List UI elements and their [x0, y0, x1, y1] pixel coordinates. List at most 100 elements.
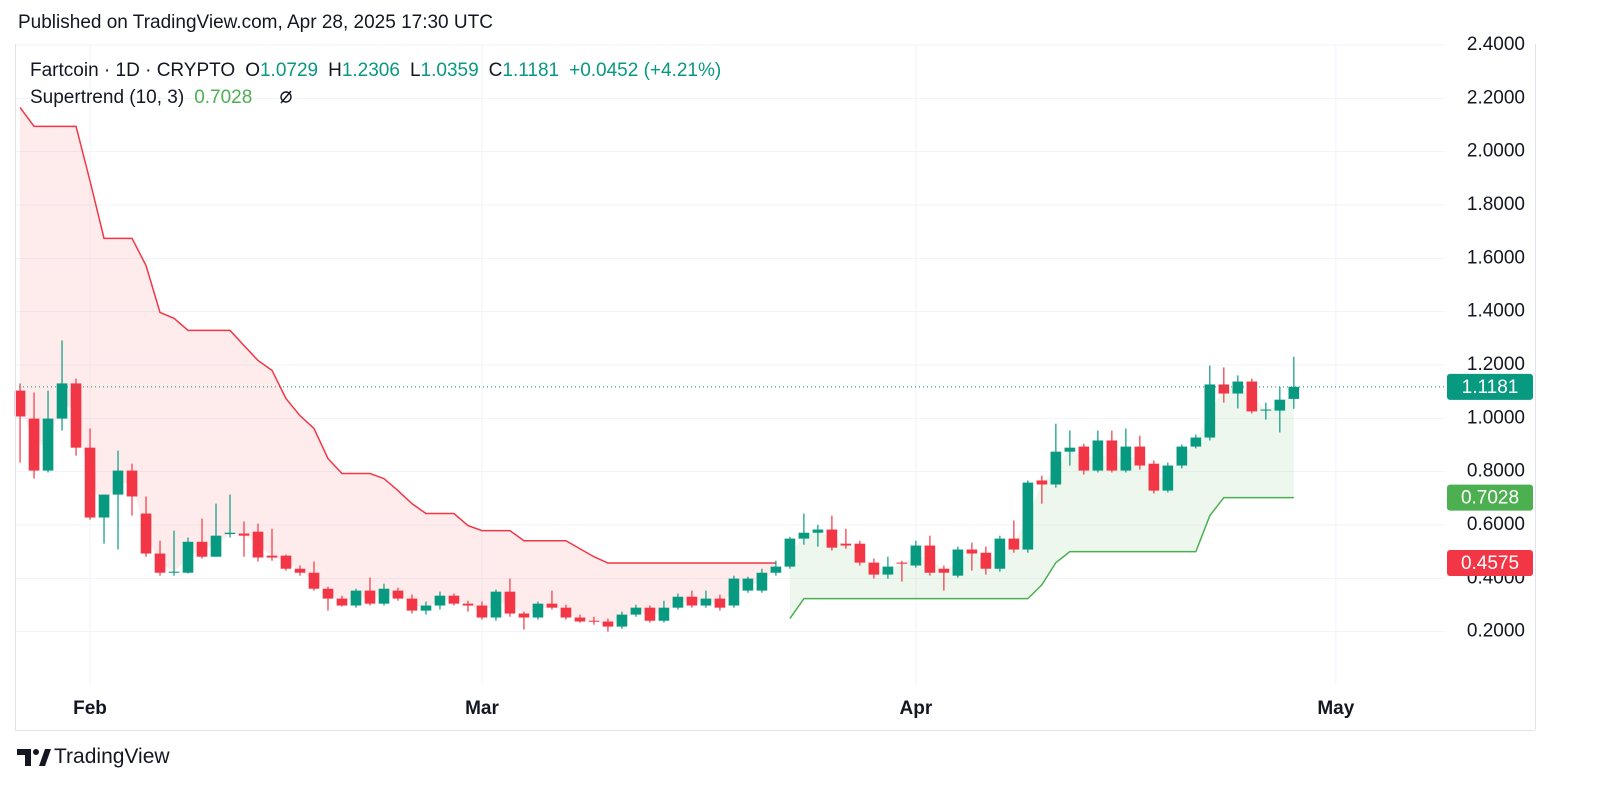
- candle-body: [938, 568, 950, 573]
- y-tick-label: 2.4000: [1467, 34, 1525, 55]
- candle-body: [574, 617, 586, 622]
- candle-body: [364, 590, 376, 604]
- candle-body: [56, 383, 68, 419]
- x-tick-label: Apr: [900, 698, 933, 719]
- candle-body: [1260, 409, 1272, 411]
- supertrend-line: [789, 496, 1294, 620]
- ohlc-key: O: [245, 60, 260, 81]
- candle-body: [798, 532, 810, 539]
- candle-body: [1148, 463, 1160, 491]
- left-border: [15, 44, 16, 730]
- trend-fill: [20, 107, 776, 625]
- candle-body: [266, 555, 278, 558]
- candle-body: [588, 620, 600, 622]
- y-tick-label: 1.2000: [1467, 354, 1525, 375]
- candle-body: [1190, 437, 1202, 447]
- candle-body: [406, 598, 418, 611]
- candle-body: [924, 545, 936, 573]
- candle-body: [322, 588, 334, 599]
- candle-body: [770, 566, 782, 573]
- candle-body: [1204, 384, 1216, 438]
- candle-body: [1246, 381, 1258, 412]
- candle-body: [1106, 440, 1118, 471]
- candle-body: [966, 549, 978, 554]
- candle-body: [742, 578, 754, 591]
- candle-body: [490, 591, 502, 618]
- mark-layer: [14, 106, 1445, 632]
- visibility-icon[interactable]: [280, 90, 292, 104]
- logo-part: [33, 749, 39, 755]
- candle-body: [882, 566, 894, 575]
- y-tick-label: 1.0000: [1467, 407, 1525, 428]
- tv-logo: [17, 749, 51, 766]
- candle-body: [1162, 465, 1174, 491]
- icon-slash: [280, 90, 292, 104]
- candle-body: [476, 605, 488, 618]
- candle-body: [532, 603, 544, 618]
- candle-body: [826, 529, 838, 548]
- x-tick-label: May: [1317, 698, 1354, 719]
- candle-body: [308, 572, 320, 589]
- y-tick-label: 1.6000: [1467, 247, 1525, 268]
- candle-body: [294, 568, 306, 573]
- x-tick-label: Mar: [465, 698, 499, 719]
- candle-body: [812, 529, 824, 533]
- candle-body: [126, 470, 138, 497]
- price-label-box: [1447, 484, 1533, 511]
- candle-body: [560, 607, 572, 618]
- candle-body: [616, 614, 628, 627]
- candle-body: [1064, 447, 1076, 452]
- price-label-box: [1447, 550, 1533, 576]
- change: +0.0452 (+4.21%): [569, 60, 722, 81]
- grid-layer: [15, 44, 1445, 685]
- candle-body: [238, 533, 250, 536]
- candle-body: [994, 538, 1006, 569]
- candle-body: [434, 595, 446, 606]
- ohlc-value: 1.0359: [420, 60, 479, 81]
- candle-body: [756, 572, 768, 591]
- price-label: 1.1181: [1462, 377, 1519, 398]
- candle-body: [1274, 399, 1286, 411]
- candle-body: [1036, 480, 1048, 485]
- candle-body: [42, 418, 54, 471]
- y-tick-label: 0.2000: [1467, 621, 1525, 642]
- price-label: 0.7028: [1461, 488, 1519, 509]
- candle-body: [28, 418, 40, 471]
- candle-body: [210, 535, 222, 557]
- price-label: 0.4575: [1461, 553, 1519, 574]
- y-tick-label: 2.0000: [1467, 141, 1525, 162]
- candle-body: [518, 613, 530, 618]
- candle-body: [280, 555, 292, 569]
- price-label-box: [1447, 373, 1533, 400]
- candle-body: [784, 538, 796, 567]
- candle-body: [644, 607, 656, 621]
- candle-body: [14, 390, 26, 417]
- y-tick-label: 1.8000: [1467, 194, 1525, 215]
- candle-body: [112, 470, 124, 495]
- brand: TradingView: [54, 745, 170, 768]
- ohlc-value: 1.0729: [259, 60, 319, 81]
- candle-body: [1092, 440, 1104, 471]
- indicator-value: 0.7028: [194, 87, 253, 108]
- candle-body: [630, 607, 642, 615]
- candle-body: [714, 598, 726, 608]
- supertrend-line: [19, 106, 776, 564]
- logo-part: [39, 749, 51, 766]
- candle-body: [182, 541, 194, 573]
- candle-body: [658, 607, 670, 621]
- y-tick-label: 0.6000: [1467, 514, 1525, 535]
- candle-body: [1022, 482, 1034, 550]
- y-tick-label: 2.2000: [1467, 87, 1525, 108]
- ohlc-value: 1.1181: [502, 60, 560, 81]
- candle-body: [602, 621, 614, 627]
- candle-body: [252, 531, 264, 558]
- ohlc-value: 1.2306: [341, 60, 400, 81]
- candle-body: [1232, 381, 1244, 394]
- ohlc-key: L: [409, 60, 421, 81]
- logo-part: [17, 749, 31, 766]
- indicator-name: Supertrend (10, 3): [30, 87, 185, 108]
- candle-body: [168, 571, 180, 573]
- candle-body: [840, 543, 852, 546]
- candle-body: [98, 494, 110, 518]
